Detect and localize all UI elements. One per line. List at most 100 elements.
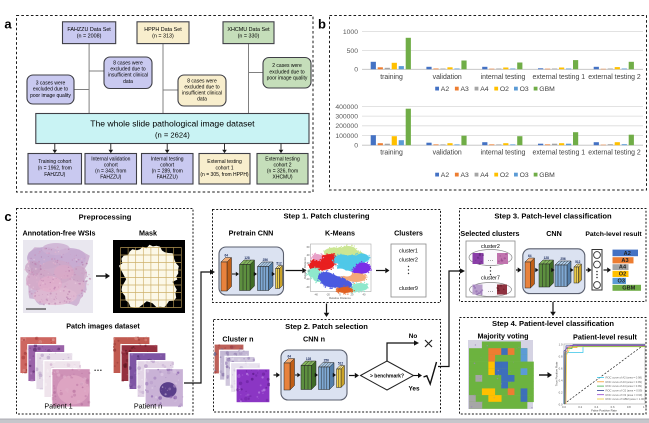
- svg-text:256: 256: [263, 258, 269, 262]
- svg-text:FAHZZU): FAHZZU): [44, 172, 65, 178]
- svg-text:GBM: GBM: [539, 86, 555, 93]
- svg-text:FAHZZU Data Set: FAHZZU Data Set: [67, 27, 111, 33]
- svg-text:training: training: [380, 74, 403, 81]
- svg-text:External testing: External testing: [265, 156, 300, 162]
- svg-text:cohort: cohort: [104, 162, 119, 168]
- svg-text:cohort 2: cohort 2: [273, 162, 291, 168]
- svg-text:cohort: cohort: [160, 162, 175, 168]
- svg-text:0.4: 0.4: [594, 405, 598, 409]
- svg-text:A3: A3: [621, 258, 628, 264]
- svg-text:HPPH Data Set: HPPH Data Set: [144, 27, 182, 33]
- svg-text:False Positive Rate: False Positive Rate: [591, 409, 617, 413]
- svg-text:b: b: [318, 16, 326, 31]
- svg-text:Internal testing: Internal testing: [151, 156, 184, 162]
- svg-text:external testing 2: external testing 2: [588, 150, 641, 157]
- svg-text:excluded due to: excluded due to: [110, 67, 146, 73]
- svg-text:O2: O2: [500, 172, 509, 179]
- svg-text:1.0: 1.0: [559, 343, 563, 347]
- svg-text:Annotation-free WSIs: Annotation-free WSIs: [22, 229, 95, 238]
- svg-text:True Positive Rate: True Positive Rate: [555, 361, 559, 386]
- svg-text:insufficient clinical: insufficient clinical: [182, 91, 222, 97]
- svg-text:A3: A3: [461, 172, 470, 179]
- svg-text:Relative Distance: Relative Distance: [329, 296, 351, 300]
- svg-text:-40: -40: [306, 285, 310, 289]
- svg-text:(n = 326, from: (n = 326, from: [267, 168, 298, 174]
- svg-text:0.0: 0.0: [562, 405, 566, 409]
- svg-text:Step 1. Patch clustering: Step 1. Patch clustering: [283, 212, 369, 221]
- svg-text:(n = 2624): (n = 2624): [155, 130, 190, 139]
- svg-text:(n = 305, from HPPH): (n = 305, from HPPH): [200, 172, 249, 178]
- svg-text:-20: -20: [306, 277, 310, 281]
- svg-text:cluster9: cluster9: [399, 286, 418, 292]
- svg-text:128: 128: [244, 256, 250, 260]
- svg-text:0.8: 0.8: [627, 405, 631, 409]
- svg-text:200000: 200000: [335, 123, 358, 130]
- svg-text:2 cases were: 2 cases were: [272, 63, 302, 69]
- svg-text:A4: A4: [480, 86, 489, 93]
- svg-text:…: …: [488, 288, 494, 294]
- svg-text:0: 0: [354, 67, 358, 74]
- svg-text:O2: O2: [500, 86, 509, 93]
- svg-text:0.0: 0.0: [559, 403, 563, 407]
- svg-text:data: data: [197, 97, 207, 103]
- svg-text:training: training: [380, 150, 403, 157]
- svg-text:(n = 2008): (n = 2008): [77, 34, 102, 40]
- svg-text:A4: A4: [480, 172, 489, 179]
- svg-text:0.6: 0.6: [559, 367, 563, 371]
- svg-text:cohort 1: cohort 1: [215, 166, 233, 172]
- svg-text:Patient-level result: Patient-level result: [573, 333, 638, 342]
- svg-text:128: 128: [544, 256, 550, 260]
- svg-text:60: 60: [307, 245, 310, 249]
- svg-text:Pretrain CNN: Pretrain CNN: [229, 229, 274, 238]
- svg-text:20: 20: [351, 293, 354, 297]
- svg-text:8 cases were: 8 cases were: [113, 61, 143, 67]
- svg-text:data: data: [123, 79, 133, 85]
- svg-text:cluster2: cluster2: [399, 258, 418, 264]
- svg-text:300000: 300000: [335, 114, 358, 121]
- svg-text:0.2: 0.2: [559, 391, 563, 395]
- svg-text:400000: 400000: [335, 104, 358, 111]
- svg-text:512: 512: [276, 261, 282, 265]
- svg-text:(n = 289, from: (n = 289, from: [152, 168, 183, 174]
- svg-text:20: 20: [307, 261, 310, 265]
- svg-text:1.0: 1.0: [643, 405, 647, 409]
- svg-text:validation: validation: [433, 74, 462, 81]
- svg-text:Cluster n: Cluster n: [222, 335, 253, 344]
- svg-text:Training cohort: Training cohort: [38, 159, 72, 165]
- svg-text:cluster1: cluster1: [399, 249, 418, 255]
- svg-text:GBM: GBM: [539, 172, 555, 179]
- svg-text:c: c: [4, 209, 11, 224]
- svg-text:O3: O3: [618, 279, 625, 285]
- svg-text:(n = 1962, from: (n = 1962, from: [38, 166, 72, 172]
- svg-text:Relative Distance: Relative Distance: [303, 257, 307, 279]
- svg-text:poor image quality: poor image quality: [267, 76, 308, 82]
- svg-text:Patient n: Patient n: [134, 402, 162, 411]
- svg-text:XHCMU Data Set: XHCMU Data Set: [227, 27, 270, 33]
- svg-text:Patch-level result: Patch-level result: [585, 231, 642, 238]
- svg-text:8 cases were: 8 cases were: [187, 78, 217, 84]
- svg-text:A2: A2: [624, 251, 631, 257]
- svg-text:512: 512: [575, 260, 581, 264]
- svg-text:> benchmark?: > benchmark?: [370, 374, 404, 380]
- svg-text:0.2: 0.2: [578, 405, 582, 409]
- svg-text:K-Means: K-Means: [325, 229, 355, 238]
- svg-text:O3: O3: [520, 172, 529, 179]
- svg-text:internal testing: internal testing: [481, 150, 526, 157]
- svg-text:0.4: 0.4: [559, 379, 563, 383]
- svg-text:500: 500: [347, 48, 359, 55]
- svg-text:excluded due to: excluded due to: [269, 69, 305, 75]
- svg-text:Patient 1: Patient 1: [44, 402, 72, 411]
- svg-text:a: a: [4, 17, 12, 32]
- svg-text:excluded due to: excluded due to: [33, 87, 69, 93]
- svg-text:64: 64: [528, 254, 532, 258]
- svg-text:Majority voting: Majority voting: [477, 332, 528, 341]
- svg-text:CNN n: CNN n: [303, 335, 325, 344]
- svg-text:Step 4. Patient-level classifi: Step 4. Patient-level classification: [492, 319, 614, 328]
- svg-text:external testing 1: external testing 1: [533, 74, 586, 81]
- svg-text:(n = 343, from: (n = 343, from: [95, 168, 126, 174]
- svg-text:The whole slide pathological i: The whole slide pathological image datas…: [90, 118, 255, 128]
- svg-text:Preprocessing: Preprocessing: [79, 213, 132, 222]
- svg-text:internal testing: internal testing: [481, 74, 526, 81]
- svg-text:(n = 313): (n = 313): [152, 34, 174, 40]
- svg-text:O3: O3: [520, 86, 529, 93]
